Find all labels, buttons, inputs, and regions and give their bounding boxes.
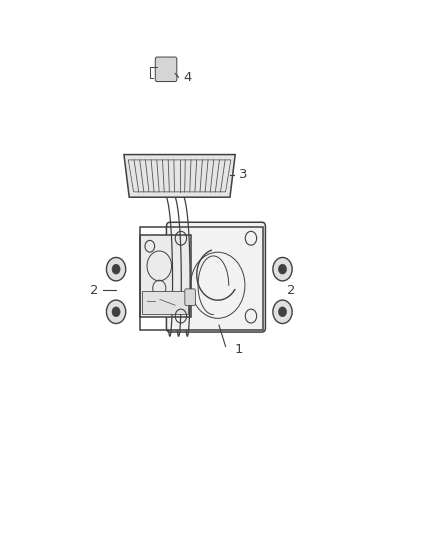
Text: 3: 3 — [239, 168, 247, 181]
FancyBboxPatch shape — [140, 235, 191, 317]
FancyBboxPatch shape — [142, 292, 188, 314]
Circle shape — [106, 300, 126, 324]
FancyBboxPatch shape — [155, 57, 177, 82]
Text: 4: 4 — [183, 71, 191, 84]
Circle shape — [106, 257, 126, 281]
Polygon shape — [124, 155, 235, 197]
Circle shape — [279, 307, 286, 317]
Circle shape — [273, 300, 292, 324]
Text: 2: 2 — [287, 284, 295, 297]
FancyBboxPatch shape — [185, 289, 195, 305]
Circle shape — [273, 257, 292, 281]
Circle shape — [279, 264, 286, 274]
Text: 2: 2 — [90, 284, 99, 297]
FancyBboxPatch shape — [166, 222, 265, 332]
Text: 1: 1 — [234, 343, 243, 356]
Circle shape — [112, 264, 120, 274]
Circle shape — [112, 307, 120, 317]
